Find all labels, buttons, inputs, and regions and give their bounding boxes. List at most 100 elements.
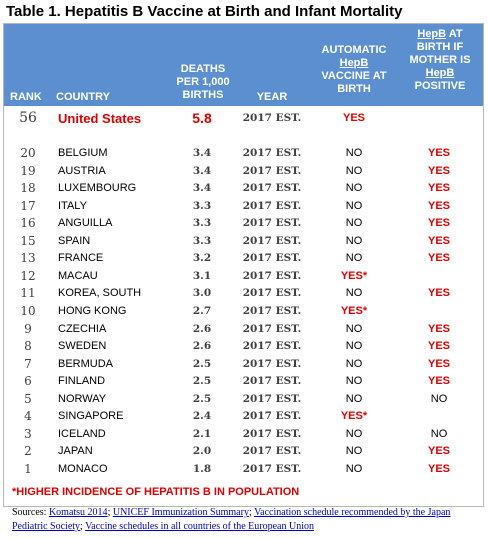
header-hepb-if-positive: HepB AT BIRTH IF MOTHER IS HepB POSITIVE [409, 28, 471, 92]
table-row: 8 SWEDEN 2.6 2017 EST. NO YES [4, 338, 483, 356]
deaths-cell: 2.5 [192, 392, 212, 405]
table-row: 1 MONACO 1.8 2017 EST. NO YES [4, 461, 483, 479]
auto-vaccine-cell: NO [345, 445, 363, 458]
deaths-cell: 2.1 [192, 427, 212, 440]
table-row-united-states: 56 United States 5.8 2017 EST. YES [4, 110, 483, 128]
table-frame [3, 23, 484, 507]
country-cell: SPAIN [58, 234, 91, 247]
table-row: 18 LUXEMBOURG 3.4 2017 EST. NO YES [4, 180, 483, 198]
rank-cell: 17 [20, 198, 36, 213]
deaths-cell: 2.5 [192, 357, 212, 370]
table-row: 16 ANGUILLA 3.3 2017 EST. NO YES [4, 215, 483, 233]
auto-vaccine-cell: NO [345, 392, 363, 405]
table-header: RANK COUNTRY DEATHS PER 1,000 BIRTHS YEA… [4, 24, 483, 106]
table-row: 15 SPAIN 3.3 2017 EST. NO YES [4, 233, 483, 251]
source-link-unicef[interactable]: UNICEF Immunization Summary [112, 507, 249, 518]
deaths-cell: 3.3 [192, 217, 212, 230]
year-cell: 2017 EST. [242, 427, 302, 440]
country-cell: NORWAY [58, 392, 107, 405]
year-cell: 2017 EST. [242, 340, 302, 353]
year-cell: 2017 EST. [242, 410, 302, 423]
table-row: 4 SINGAPORE 2.4 2017 EST. YES* [4, 408, 483, 426]
rank-cell: 1 [24, 461, 32, 476]
sources: Sources: Komatsu 2014; UNICEF Immunizati… [12, 507, 451, 532]
year-cell: 2017 EST. [242, 445, 302, 458]
year-cell: 2017 EST. [242, 217, 302, 230]
country-cell: BERMUDA [58, 357, 114, 370]
auto-vaccine-cell: NO [345, 375, 363, 388]
deaths-cell: 2.6 [192, 322, 212, 335]
year-cell: 2017 EST. [242, 392, 302, 405]
if-positive-cell [399, 268, 479, 286]
auto-vaccine-cell: NO [345, 234, 363, 247]
if-positive-cell: YES [427, 234, 450, 247]
year-cell: 2017 EST. [242, 164, 302, 177]
year-cell: 2017 EST. [242, 199, 302, 212]
table-row: 5 NORWAY 2.5 2017 EST. NO NO [4, 391, 483, 409]
source-link-japan-pediatric[interactable]: Vaccination schedule recommended by the … [12, 507, 451, 532]
if-positive-cell: YES [427, 322, 450, 335]
country-cell: BELGIUM [58, 147, 108, 159]
table-row: 19 AUSTRIA 3.4 2017 EST. NO YES [4, 163, 483, 181]
auto-vaccine-cell: NO [345, 340, 363, 353]
if-positive-cell: YES [427, 182, 450, 195]
rank-cell: 3 [24, 426, 32, 441]
table-row: 13 FRANCE 3.2 2017 EST. NO YES [4, 250, 483, 268]
deaths-cell: 3.3 [192, 199, 212, 212]
year-cell: 2017 EST. [242, 234, 302, 247]
deaths-cell: 3.4 [192, 182, 212, 195]
deaths-cell: 3.2 [192, 252, 212, 265]
year-cell: 2017 EST. [242, 375, 302, 388]
deaths-cell: 3.3 [192, 234, 212, 247]
deaths-cell: 3.0 [192, 287, 212, 300]
rank-cell: 18 [20, 181, 36, 196]
year-cell: 2017 EST. [242, 462, 302, 475]
rank-cell: 13 [20, 251, 36, 266]
table-row: 3 ICELAND 2.1 2017 EST. NO NO [4, 426, 483, 444]
rank-cell: 2 [24, 444, 32, 459]
deaths-cell: 2.0 [192, 445, 212, 458]
year-cell: 2017 EST. [242, 147, 302, 159]
table-row: 2 JAPAN 2.0 2017 EST. NO YES [4, 443, 483, 461]
country-cell: SINGAPORE [58, 410, 124, 423]
rank-cell: 9 [24, 321, 32, 336]
rank-cell: 7 [24, 356, 32, 371]
year-cell: 2017 EST. [242, 269, 302, 282]
source-link-komatsu[interactable]: Komatsu 2014 [48, 507, 108, 518]
if-positive-cell: YES [427, 340, 450, 353]
auto-vaccine-cell: NO [345, 287, 363, 300]
if-positive-cell [399, 408, 479, 426]
country-cell: CZECHIA [58, 322, 107, 335]
rank-cell: 10 [20, 303, 36, 318]
header-country: COUNTRY [56, 91, 110, 103]
rank-cell: 6 [24, 374, 32, 389]
if-positive-cell: YES [427, 445, 450, 458]
if-positive-cell [399, 303, 479, 321]
if-positive-cell: YES [427, 375, 450, 388]
country-cell: MONACO [58, 462, 108, 475]
table-row: 6 FINLAND 2.5 2017 EST. NO YES [4, 373, 483, 391]
year-cell: 2017 EST. [242, 357, 302, 370]
auto-vaccine-cell: YES* [340, 304, 368, 317]
if-positive-cell: NO [430, 392, 448, 405]
header-automatic-hepb: AUTOMATIC HepB VACCINE AT BIRTH [321, 44, 387, 95]
auto-vaccine-cell: NO [345, 199, 363, 212]
deaths-cell: 2.7 [192, 304, 212, 317]
year-cell: 2017 EST. [242, 287, 302, 300]
table-row: 20 BELGIUM 3.4 2017 EST. NO YES [4, 145, 483, 163]
rank-cell: 16 [20, 216, 36, 231]
rank-cell: 4 [24, 409, 32, 424]
year-cell: 2017 EST. [242, 304, 302, 317]
country-cell: KOREA, SOUTH [58, 287, 142, 300]
country-cell: MACAU [58, 269, 98, 282]
if-positive-cell: YES [427, 164, 450, 177]
rank-cell: 5 [24, 391, 32, 406]
table-row: 11 KOREA, SOUTH 3.0 2017 EST. NO YES [4, 285, 483, 303]
year-cell: 2017 EST. [242, 112, 302, 124]
country-cell: United States [58, 111, 142, 126]
table-title: Table 1. Hepatitis B Vaccine at Birth an… [6, 3, 403, 20]
source-link-eu-schedules[interactable]: Vaccine schedules in all countries of th… [85, 521, 314, 532]
table-row: 9 CZECHIA 2.6 2017 EST. NO YES [4, 321, 483, 339]
country-cell: AUSTRIA [58, 164, 106, 177]
header-rank: RANK [10, 91, 42, 103]
